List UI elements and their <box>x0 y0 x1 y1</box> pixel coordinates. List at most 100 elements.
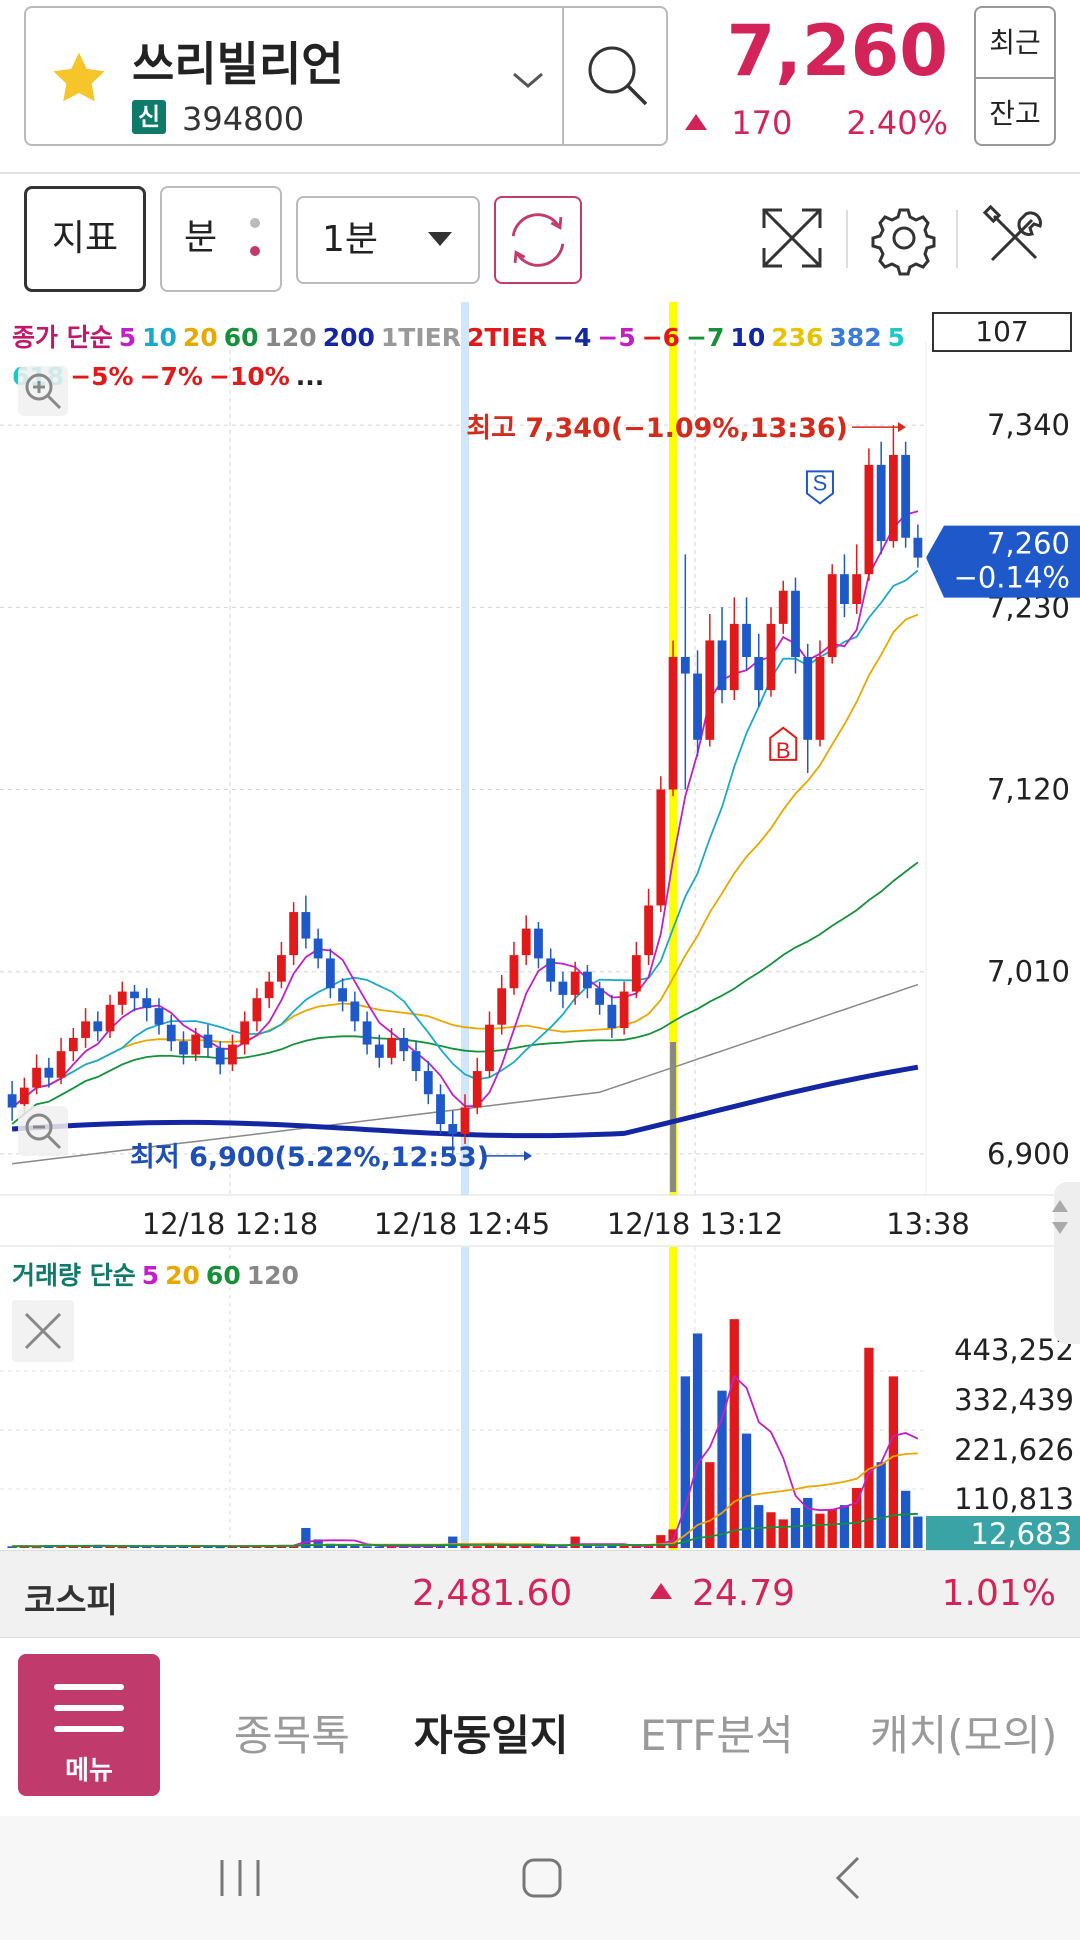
stock-selector[interactable]: 쓰리빌리언 신 394800 <box>24 6 668 146</box>
legend-item[interactable]: 종가 단순 <box>12 323 113 352</box>
zoom-in-icon[interactable] <box>18 366 68 416</box>
volume-bar <box>521 1545 531 1548</box>
menu-label: 메뉴 <box>65 1756 113 1786</box>
legend-item[interactable]: −6 <box>641 323 681 352</box>
market-index-bar[interactable]: 코스피 2,481.60 24.79 1.01% <box>0 1550 1080 1638</box>
tab-etf-analysis[interactable]: ETF분석 <box>640 1711 794 1760</box>
close-volume-button[interactable] <box>12 1300 74 1362</box>
legend-item[interactable]: 5 <box>887 323 905 352</box>
volume-bar <box>778 1519 788 1548</box>
candle <box>778 590 788 624</box>
indicator-button[interactable]: 지표 <box>24 186 146 292</box>
legend-item[interactable]: −7 <box>686 323 725 352</box>
volume-indicator-legend[interactable]: 거래량 단순 5 20 60 120 <box>12 1256 305 1292</box>
tab-stock-talk[interactable]: 종목톡 <box>234 1711 350 1760</box>
candle <box>117 991 127 1005</box>
home-icon[interactable] <box>510 1846 574 1910</box>
candle <box>350 1001 360 1022</box>
tools-icon[interactable] <box>976 200 1052 276</box>
legend-item[interactable]: 10 <box>142 323 177 352</box>
candlestick-chart[interactable]: S B 최고 7,340(−1.09%,13:36) 최저 6,900(5.22%,1… <box>0 302 1080 1552</box>
candle <box>448 1124 458 1134</box>
tab-catch-mock[interactable]: 캐치(모의) <box>870 1711 1058 1760</box>
search-button[interactable] <box>564 8 668 144</box>
candle <box>742 623 751 657</box>
index-name: 코스피 <box>24 1581 118 1621</box>
chevron-down-icon[interactable] <box>508 60 548 100</box>
legend-item[interactable]: −5% <box>70 362 134 391</box>
credit-badge: 신 <box>132 100 166 134</box>
legend-item[interactable]: 2TIER <box>466 323 548 352</box>
volume-bar <box>827 1509 837 1548</box>
legend-item[interactable]: −7% <box>139 362 203 391</box>
legend-item[interactable]: 5 <box>118 323 137 352</box>
candle <box>631 955 641 992</box>
volume-bar <box>497 1544 507 1548</box>
menu-button[interactable]: 메뉴 <box>18 1654 160 1796</box>
minute-button[interactable]: 분 <box>160 186 282 292</box>
highlight-band <box>461 1247 469 1552</box>
balance-button[interactable]: 잔고 <box>976 77 1054 146</box>
legend-item[interactable]: 20 <box>165 1261 200 1290</box>
zoom-out-icon[interactable] <box>18 1106 68 1156</box>
candle <box>644 905 654 956</box>
legend-item[interactable]: −4 <box>553 323 592 352</box>
candle <box>338 988 348 1002</box>
tab-auto-journal[interactable]: 자동일지 <box>414 1711 569 1760</box>
legend-item[interactable]: −10% <box>209 362 290 391</box>
legend-item[interactable]: 거래량 단순 <box>12 1261 136 1290</box>
legend-item[interactable]: 10 <box>730 323 766 352</box>
period-value: 1분 <box>322 219 379 260</box>
refresh-button[interactable] <box>494 196 582 284</box>
volume-bar <box>839 1505 850 1548</box>
candle <box>558 981 568 995</box>
volume-bar <box>129 1546 140 1548</box>
time-axis-label: 12/18 13:12 <box>607 1207 783 1241</box>
volume-bar <box>448 1536 458 1548</box>
legend-item[interactable]: 236 <box>771 323 824 352</box>
volume-bar <box>558 1546 568 1548</box>
recent-apps-icon[interactable] <box>208 1846 272 1910</box>
legend-item[interactable]: 120 <box>246 1261 299 1290</box>
candle <box>179 1041 188 1055</box>
candle-count-box[interactable]: 107 <box>932 312 1072 352</box>
scroll-arrows-icon[interactable] <box>1040 1192 1080 1242</box>
legend-item[interactable]: 382 <box>829 323 882 352</box>
change-amount: 170 <box>731 104 793 142</box>
candle <box>668 657 678 790</box>
volume-bar <box>570 1536 580 1548</box>
volume-bar <box>876 1462 886 1548</box>
volume-bar <box>313 1539 323 1548</box>
legend-item[interactable]: ... <box>295 362 325 391</box>
volume-bar <box>484 1545 495 1548</box>
fullscreen-icon[interactable] <box>754 200 830 276</box>
recent-button[interactable]: 최근 <box>989 26 1041 59</box>
volume-bar <box>166 1546 176 1548</box>
low-annotation: 최저 6,900(5.22%,12:53) <box>130 1142 489 1173</box>
divider <box>846 210 848 268</box>
stock-header: 쓰리빌리언 신 394800 7,260 170 2.40% 최근 잔고 <box>0 0 1080 170</box>
candle <box>852 574 862 604</box>
candle <box>485 1024 494 1072</box>
back-icon[interactable] <box>816 1846 880 1910</box>
candle <box>325 958 335 989</box>
legend-item[interactable]: 5 <box>141 1261 160 1290</box>
volume-bar <box>692 1333 703 1548</box>
legend-item[interactable]: 60 <box>223 323 259 352</box>
price-indicator-legend[interactable]: 종가 단순 5 10 20 60 120 200 1TIER 2TIER −4 −5 −6 −7 10 23… <box>12 318 911 354</box>
legend-item[interactable]: 20 <box>182 323 218 352</box>
favorite-star-icon[interactable] <box>48 48 110 110</box>
legend-item[interactable]: 120 <box>264 323 317 352</box>
volume-axis-label: 221,626 <box>954 1433 1074 1467</box>
legend-item[interactable]: 1TIER <box>380 323 461 352</box>
period-select[interactable]: 1분 <box>296 196 480 284</box>
gear-icon[interactable] <box>866 200 942 276</box>
legend-item[interactable]: 60 <box>205 1261 241 1290</box>
up-triangle-icon <box>650 1583 672 1599</box>
candle <box>105 1004 115 1032</box>
volume-bar <box>705 1462 715 1548</box>
chart-area[interactable]: S B 최고 7,340(−1.09%,13:36) 최저 6,900(5.22%,1… <box>0 302 1080 1552</box>
legend-item[interactable]: 200 <box>322 323 375 352</box>
price-change: 170 2.40% <box>685 104 948 142</box>
legend-item[interactable]: −5 <box>597 323 636 352</box>
